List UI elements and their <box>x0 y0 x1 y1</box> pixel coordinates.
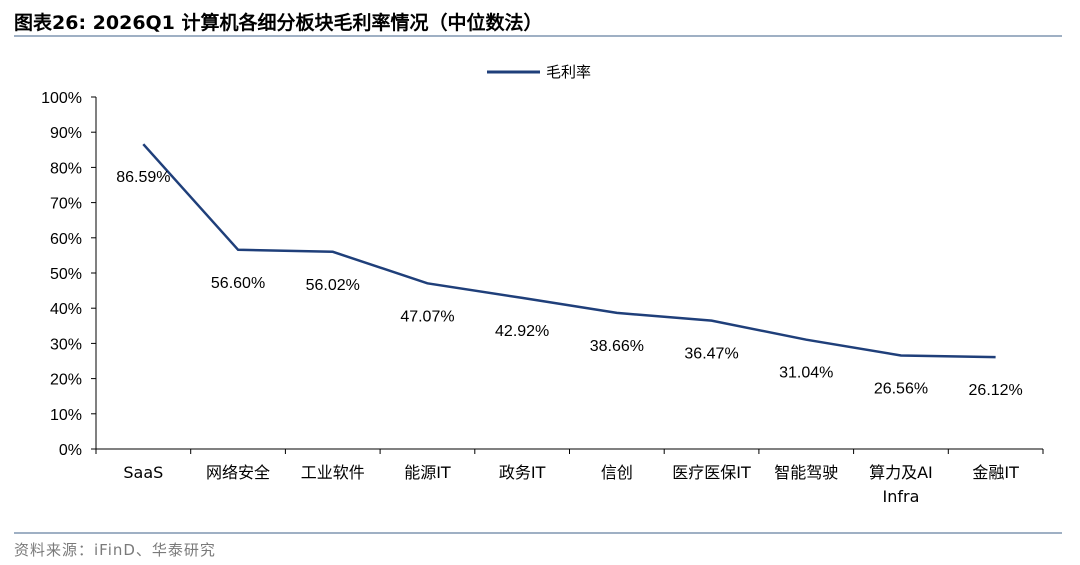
data-label: 56.60% <box>211 275 265 292</box>
y-tick-label: 60% <box>50 231 82 248</box>
x-category-label: 算力及AI Infra <box>869 463 933 506</box>
y-tick-label: 100% <box>41 90 82 107</box>
line-chart: 毛利率 0% 10% 20% 30% 40% 50% 60% 70% 80% 90% 100% Sa… <box>41 63 1044 506</box>
y-tick-label: 20% <box>50 372 82 389</box>
x-category-label: 工业软件 <box>301 463 365 482</box>
data-label: 38.66% <box>590 338 644 355</box>
x-category-label: 智能驾驶 <box>774 463 838 482</box>
y-tick-label: 0% <box>59 442 82 459</box>
y-tick-label: 30% <box>50 336 82 353</box>
x-axis-categories: SaaS 网络安全 工业软件 能源IT 政务IT 信创 医疗医保IT 智能驾驶 算力及AI Inf… <box>95 449 1044 506</box>
data-label: 31.04% <box>779 365 833 382</box>
bottom-divider <box>14 532 1062 534</box>
x-category-label: 医疗医保IT <box>672 463 751 482</box>
data-label: 42.92% <box>495 323 549 340</box>
x-category-label: 信创 <box>601 463 633 482</box>
top-divider <box>14 35 1062 37</box>
x-category-label: 能源IT <box>404 463 451 482</box>
y-tick-label: 10% <box>50 407 82 424</box>
data-label: 86.59% <box>116 169 170 186</box>
data-label: 26.56% <box>874 381 928 398</box>
y-tick-label: 50% <box>50 266 82 283</box>
series-line-gross-margin <box>142 143 996 359</box>
data-labels: 86.59% 56.60% 56.02% 47.07% 42.92% 38.66% 36.4… <box>116 169 1023 399</box>
y-axis-ticks: 0% 10% 20% 30% 40% 50% 60% 70% 80% 90% 100% <box>41 90 96 459</box>
y-tick-label: 80% <box>50 160 82 177</box>
data-label: 36.47% <box>684 346 738 363</box>
x-category-label: 政务IT <box>499 463 546 482</box>
x-category-label: 网络安全 <box>206 463 270 482</box>
data-label: 26.12% <box>969 382 1023 399</box>
y-tick-label: 90% <box>50 125 82 142</box>
x-category-label: 金融IT <box>972 463 1019 482</box>
y-tick-label: 40% <box>50 301 82 318</box>
source-note: 资料来源：iFinD、华泰研究 <box>14 541 216 559</box>
y-tick-label: 70% <box>50 196 82 213</box>
data-label: 56.02% <box>306 277 360 294</box>
legend-label: 毛利率 <box>546 63 591 81</box>
legend: 毛利率 <box>487 63 591 81</box>
data-label: 47.07% <box>400 308 454 325</box>
chart-title: 图表26: 2026Q1 计算机各细分板块毛利率情况（中位数法） <box>14 12 543 34</box>
x-category-label: SaaS <box>123 463 163 482</box>
